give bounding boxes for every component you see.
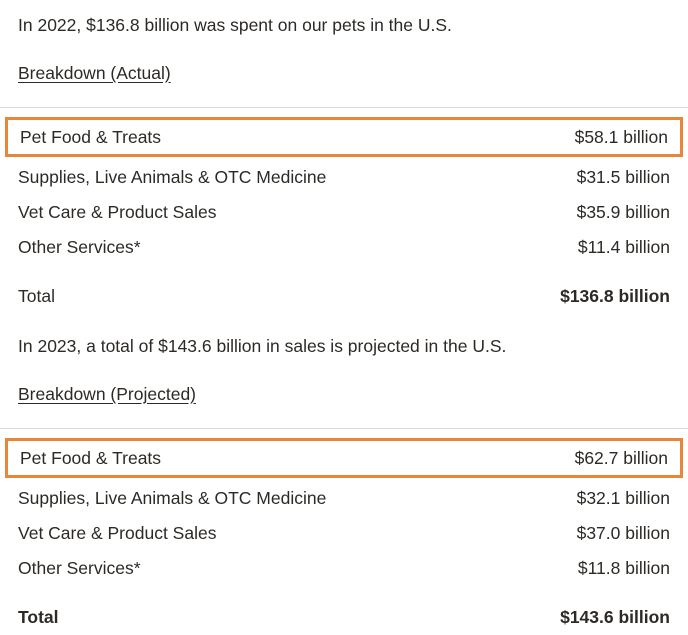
total-label: Total [18,286,55,306]
row-label: Supplies, Live Animals & OTC Medicine [18,167,327,187]
table-row-vet-care: Vet Care & Product Sales $37.0 billion [0,518,688,548]
row-label: Vet Care & Product Sales [18,523,217,543]
table-row-other-services: Other Services* $11.8 billion [0,553,688,583]
table-row-other-services: Other Services* $11.4 billion [0,232,688,262]
table-row-vet-care: Vet Care & Product Sales $35.9 billion [0,197,688,227]
row-label: Pet Food & Treats [20,127,162,147]
breakdown-actual-table: Pet Food & Treats $58.1 billion Supplies… [0,107,688,311]
row-value: $11.8 billion [577,558,670,578]
intro-text-2023: In 2023, a total of $143.6 billion in sa… [18,336,507,356]
row-label: Pet Food & Treats [20,448,162,468]
table-row-total: Total $143.6 billion [0,602,688,632]
total-value: $136.8 billion [560,286,670,306]
row-value: $11.4 billion [577,237,670,257]
total-label: Total [18,607,59,627]
section-2023: In 2023, a total of $143.6 billion in sa… [0,335,688,632]
table-row-supplies: Supplies, Live Animals & OTC Medicine $3… [0,162,688,192]
table-row-total: Total $136.8 billion [0,281,688,311]
row-label: Supplies, Live Animals & OTC Medicine [18,488,327,508]
total-value: $143.6 billion [560,607,670,627]
table-row-supplies: Supplies, Live Animals & OTC Medicine $3… [0,483,688,513]
intro-text-2022: In 2022, $136.8 billion was spent on our… [18,15,452,35]
row-label: Other Services* [18,237,141,257]
table-row-pet-food-highlighted: Pet Food & Treats $58.1 billion [5,117,683,157]
row-value: $31.5 billion [576,167,670,187]
section-2022: In 2022, $136.8 billion was spent on our… [0,14,688,311]
row-value: $32.1 billion [576,488,670,508]
row-value: $37.0 billion [576,523,670,543]
table-row-pet-food-highlighted: Pet Food & Treats $62.7 billion [5,438,683,478]
row-value: $35.9 billion [576,202,670,222]
breakdown-projected-heading: Breakdown (Projected) [18,384,196,404]
row-value: $58.1 billion [574,127,668,147]
breakdown-actual-heading: Breakdown (Actual) [18,63,171,83]
row-label: Vet Care & Product Sales [18,202,217,222]
breakdown-projected-table: Pet Food & Treats $62.7 billion Supplies… [0,428,688,632]
row-label: Other Services* [18,558,141,578]
row-value: $62.7 billion [574,448,668,468]
